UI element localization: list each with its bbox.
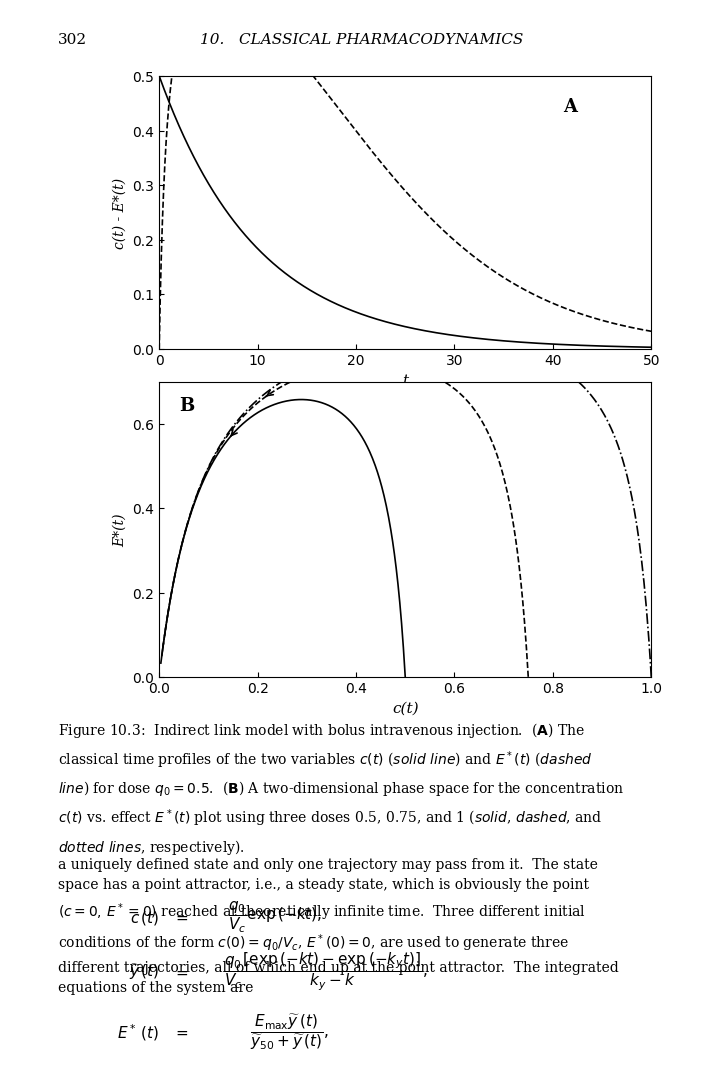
Text: B: B	[179, 397, 194, 415]
Text: A: A	[562, 98, 576, 116]
Text: a uniquely defined state and only one trajectory may pass from it.  The state
sp: a uniquely defined state and only one tr…	[58, 857, 618, 995]
Text: Figure 10.3:  Indirect link model with bolus intravenous injection.  ($\mathbf{A: Figure 10.3: Indirect link model with bo…	[58, 721, 623, 856]
Text: $\dfrac{q_0}{V_c}\exp\left(-kt\right),$: $\dfrac{q_0}{V_c}\exp\left(-kt\right),$	[228, 900, 322, 935]
X-axis label: t: t	[402, 373, 408, 388]
Text: $E^*\,(t)$: $E^*\,(t)$	[117, 1022, 159, 1042]
Text: $=$: $=$	[173, 1025, 189, 1038]
Text: 10.   CLASSICAL PHARMACODYNAMICS: 10. CLASSICAL PHARMACODYNAMICS	[200, 33, 523, 47]
Y-axis label: c(t) - E*(t): c(t) - E*(t)	[113, 177, 127, 249]
Text: $c\,(t)$: $c\,(t)$	[129, 909, 159, 926]
Text: $\dfrac{q_0}{V_c}\dfrac{\left[\exp\left(-kt\right)-\exp\left(-k_y t\right)\right: $\dfrac{q_0}{V_c}\dfrac{\left[\exp\left(…	[223, 951, 427, 993]
Text: $=$: $=$	[173, 965, 189, 978]
X-axis label: c(t): c(t)	[392, 701, 418, 715]
Text: $\widetilde{y}\,(t)$: $\widetilde{y}\,(t)$	[129, 962, 159, 982]
Text: 302: 302	[58, 33, 87, 47]
Y-axis label: E*(t): E*(t)	[113, 513, 127, 546]
Text: $=$: $=$	[173, 911, 189, 924]
Text: $\dfrac{E_{\max}\widetilde{y}\,(t)}{\widetilde{y}_{50}+\widetilde{y}\,(t)},$: $\dfrac{E_{\max}\widetilde{y}\,(t)}{\wid…	[249, 1012, 329, 1052]
